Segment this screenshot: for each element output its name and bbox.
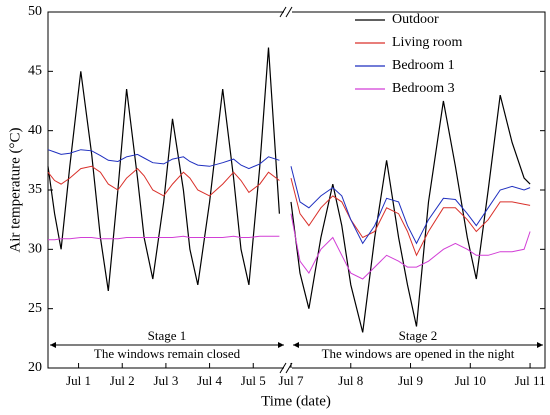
legend-label: Bedroom 3: [392, 81, 455, 96]
y-tick-label: 35: [28, 182, 42, 197]
x-axis-label: Time (date): [261, 393, 331, 409]
legend-label: Bedroom 1: [392, 58, 455, 73]
x-tick-label: Jul 7: [279, 373, 304, 388]
y-tick-label: 25: [28, 301, 42, 316]
series-line: [48, 235, 280, 241]
x-tick-label: Jul 4: [197, 373, 222, 388]
legend-label: Living room: [392, 35, 462, 50]
series-line: [47, 47, 280, 291]
stage-note: The windows remain closed: [94, 346, 241, 361]
x-tick-label: Jul 8: [338, 373, 363, 388]
stage-label: Stage 1: [148, 328, 187, 343]
series-line: [47, 165, 280, 197]
x-tick-label: Jul 11: [515, 373, 546, 388]
x-tick-label: Jul 3: [153, 373, 178, 388]
y-tick-label: 50: [28, 4, 42, 19]
y-tick-label: 30: [28, 242, 42, 257]
series-line: [290, 94, 531, 333]
break-gap: [284, 4, 292, 20]
y-axis-label: Air temperature (°C): [7, 127, 23, 252]
x-tick-label: Jul 10: [455, 373, 486, 388]
series-line: [47, 149, 280, 170]
x-tick-label: Jul 1: [66, 373, 91, 388]
x-tick-label: Jul 5: [241, 373, 266, 388]
break-mark: [279, 6, 293, 374]
stage-note: The windows are opened in the night: [322, 346, 515, 361]
x-tick-label: Jul 2: [110, 373, 135, 388]
legend-label: Outdoor: [392, 12, 439, 27]
series-line: [290, 177, 531, 257]
break-gap: [284, 360, 292, 376]
y-tick-label: 40: [28, 123, 42, 138]
x-tick-label: Jul 9: [398, 373, 423, 388]
y-tick-label: 45: [28, 64, 42, 79]
series-line: [290, 213, 531, 280]
y-tick-label: 20: [28, 360, 42, 375]
series-line: [290, 166, 531, 245]
stage-label: Stage 2: [399, 328, 438, 343]
